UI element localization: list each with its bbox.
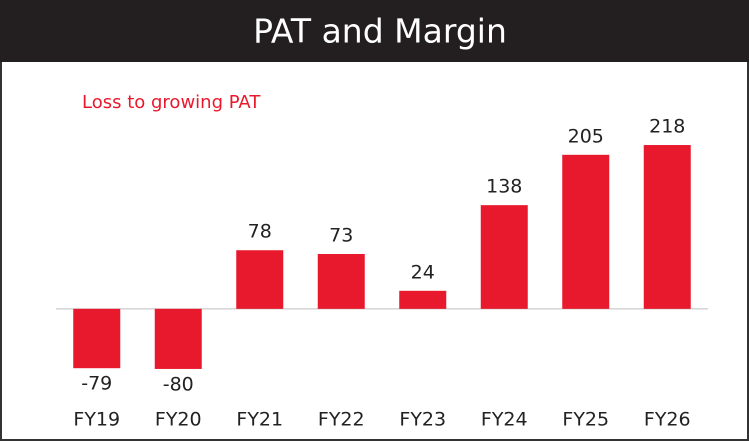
value-label: 205 <box>568 125 604 147</box>
x-tick-label: FY21 <box>236 409 283 431</box>
chart-subtitle: Loss to growing PAT <box>82 92 261 113</box>
x-tick-label: FY20 <box>155 409 202 431</box>
chart-title: PAT and Margin <box>253 12 507 51</box>
x-tick-label: FY26 <box>644 409 691 431</box>
x-tick-label: FY24 <box>481 409 528 431</box>
bar <box>73 308 121 369</box>
bar <box>317 253 365 309</box>
value-label: -80 <box>163 373 194 395</box>
value-label: 138 <box>486 176 522 198</box>
x-tick-label: FY19 <box>73 409 120 431</box>
bar <box>643 145 691 309</box>
header-bar <box>0 0 749 62</box>
x-tick-label: FY25 <box>562 409 609 431</box>
value-label: 218 <box>649 116 685 138</box>
bar <box>236 250 284 309</box>
x-tick-label: FY22 <box>318 409 365 431</box>
value-label: 78 <box>248 221 272 243</box>
value-label: 73 <box>329 224 353 246</box>
x-tick-label: FY23 <box>399 409 446 431</box>
bar <box>562 154 610 309</box>
bar <box>480 205 528 309</box>
bar <box>399 290 447 309</box>
value-label: 24 <box>411 261 435 283</box>
bar <box>154 308 202 369</box>
value-label: -79 <box>81 373 112 395</box>
